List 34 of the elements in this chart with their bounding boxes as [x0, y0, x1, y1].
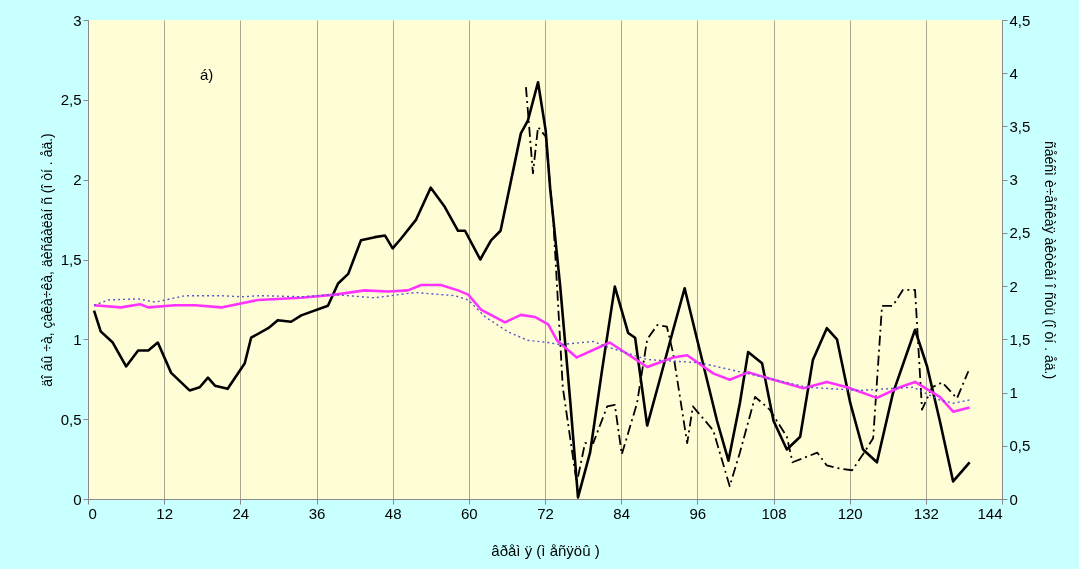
x-tick-label: 120 — [837, 504, 863, 522]
y2-tick-label: 0,5 — [1009, 437, 1031, 455]
x-tick-label: 144 — [977, 504, 1003, 522]
y-tick-label: 2 — [73, 171, 82, 189]
x-tick-label: 108 — [761, 504, 787, 522]
y-tick-label: 1 — [73, 330, 82, 348]
y2-tick-label: 1 — [1009, 384, 1018, 402]
y2-tick-label: 1,5 — [1009, 330, 1031, 348]
y2-tick-label: 4 — [1009, 64, 1018, 82]
x-tick-label: 24 — [232, 504, 250, 522]
y-axis-title: äî áû ÷à, çàêà÷êà, äèñáàëàí ñ (î òí . åä.) — [38, 133, 55, 387]
x-tick-label: 12 — [156, 504, 174, 522]
x-tick-label: 48 — [384, 504, 402, 522]
y-tick-label: 0,5 — [60, 410, 82, 428]
x-tick-label: 96 — [689, 504, 707, 522]
y2-tick-label: 2 — [1009, 277, 1018, 295]
y2-tick-label: 4,5 — [1009, 11, 1031, 29]
y-tick-label: 3 — [73, 11, 82, 29]
x-tick-label: 0 — [88, 504, 97, 522]
x-tick-label: 36 — [308, 504, 326, 522]
y-tick-label: 2,5 — [60, 91, 82, 109]
x-tick-label: 72 — [537, 504, 554, 522]
annotation: á) — [200, 66, 214, 83]
x-tick-label: 132 — [913, 504, 939, 522]
x-tick-label: 84 — [613, 504, 631, 522]
y2-tick-label: 3,5 — [1009, 117, 1031, 135]
y-tick-label: 0 — [73, 490, 82, 508]
y2-tick-label: 3 — [1009, 171, 1018, 189]
y-tick-label: 1,5 — [60, 251, 82, 268]
y2-tick-label: 0 — [1009, 490, 1018, 508]
y2-tick-label: 2,5 — [1009, 224, 1031, 242]
y2-axis-title: ñåéñì è÷åñêàÿ àêòèâí î ñòü (î òí . åä.) — [1042, 140, 1059, 380]
x-axis-title: âðåì ÿ (ì åñÿöû ) — [491, 541, 600, 559]
x-tick-label: 60 — [460, 504, 478, 522]
